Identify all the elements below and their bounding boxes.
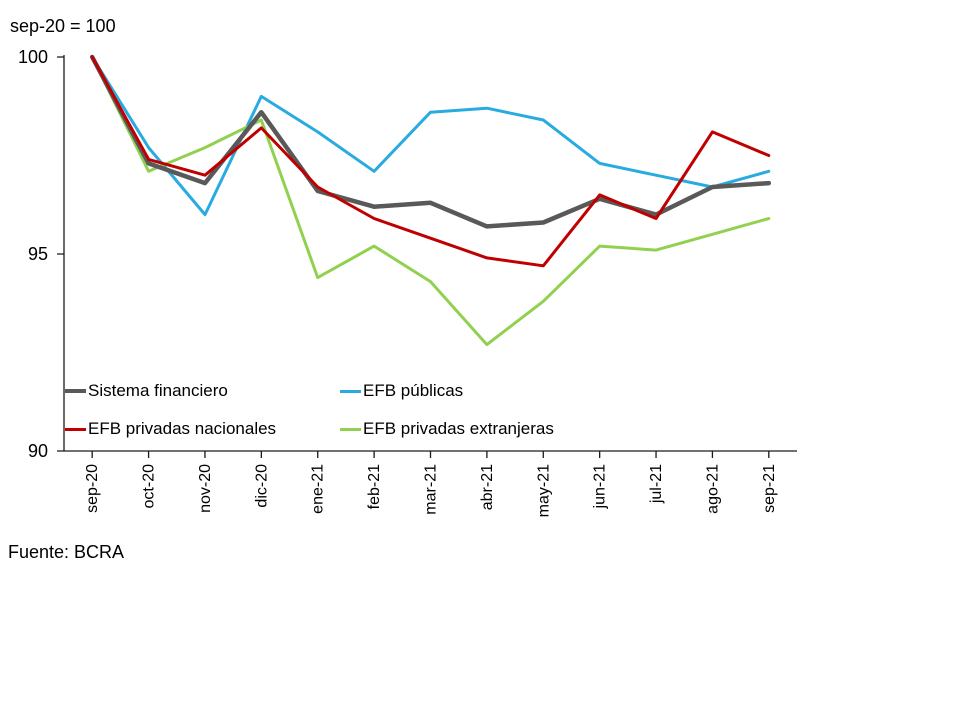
x-axis-tick-label: mar-21: [423, 464, 440, 515]
efb-privadas-extranjeras-line: [90, 55, 771, 347]
y-axis-tick-label: 90: [28, 441, 48, 461]
x-axis-tick-label: jun-21: [592, 464, 609, 510]
legend-item-sistema-financiero: Sistema financiero: [65, 380, 228, 402]
x-axis-tick-label: oct-20: [141, 464, 158, 509]
x-axis-tick-label: sep-20: [84, 464, 101, 513]
chart-index-note: sep-20 = 100: [10, 16, 116, 36]
x-axis-tick-label: sep-21: [761, 464, 778, 513]
x-axis-tick-label: nov-20: [197, 464, 214, 513]
source-note: Fuente: BCRA: [8, 542, 125, 562]
legend-line-marker: [65, 427, 86, 431]
efb-publicas-line: [90, 55, 771, 217]
x-axis-tick-label: dic-20: [253, 464, 270, 508]
legend-item-efb-publicas: EFB públicas: [340, 380, 463, 402]
efb-privadas-nacionales-line: [90, 55, 771, 268]
legend-label: EFB públicas: [363, 381, 464, 400]
sistema-financiero-line: [89, 54, 772, 229]
legend-line-marker: [65, 388, 86, 394]
x-axis-tick-label: abr-21: [479, 464, 496, 510]
x-axis-tick-label: feb-21: [366, 464, 383, 509]
x-axis-tick-label: ago-21: [704, 464, 721, 514]
legend-item-efb-privadas-extranjeras: EFB privadas extranjeras: [340, 418, 554, 440]
line-chart: 100 95 90 sep-20 oct-20 nov-20 dic-20 ene-21 feb…: [18, 47, 797, 517]
legend-item-efb-privadas-nacionales: EFB privadas nacionales: [65, 418, 276, 440]
x-axis-tick-label: may-21: [535, 464, 552, 517]
legend-label: EFB privadas nacionales: [88, 419, 277, 438]
axes: [57, 55, 797, 458]
y-axis-tick-label: 100: [18, 47, 48, 67]
legend-line-marker: [340, 389, 361, 393]
legend-line-marker: [340, 427, 361, 431]
x-axis-tick-label: jul-21: [648, 464, 665, 504]
legend-label: Sistema financiero: [88, 381, 228, 400]
y-axis-tick-label: 95: [28, 244, 48, 264]
legend-label: EFB privadas extranjeras: [363, 419, 554, 438]
x-axis-tick-label: ene-21: [310, 464, 327, 514]
